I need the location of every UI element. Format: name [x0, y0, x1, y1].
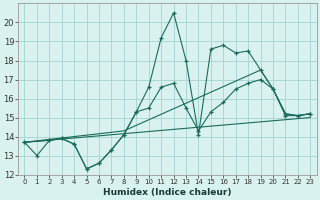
X-axis label: Humidex (Indice chaleur): Humidex (Indice chaleur)	[103, 188, 232, 197]
